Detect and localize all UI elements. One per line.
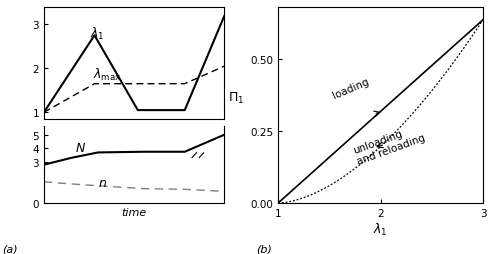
Text: $n$: $n$ [98, 176, 107, 189]
Text: unloading
and reloading: unloading and reloading [352, 122, 427, 166]
Text: (a): (a) [2, 244, 18, 253]
Y-axis label: $\Pi_1$: $\Pi_1$ [228, 90, 244, 105]
Text: (b): (b) [256, 244, 272, 253]
Text: $\lambda_{\rm max}$: $\lambda_{\rm max}$ [93, 67, 122, 83]
Text: $\lambda_1$: $\lambda_1$ [90, 25, 104, 41]
X-axis label: time: time [122, 207, 147, 217]
Text: $N$: $N$ [75, 141, 85, 154]
Text: loading: loading [331, 76, 371, 100]
X-axis label: $\lambda_1$: $\lambda_1$ [373, 221, 388, 237]
